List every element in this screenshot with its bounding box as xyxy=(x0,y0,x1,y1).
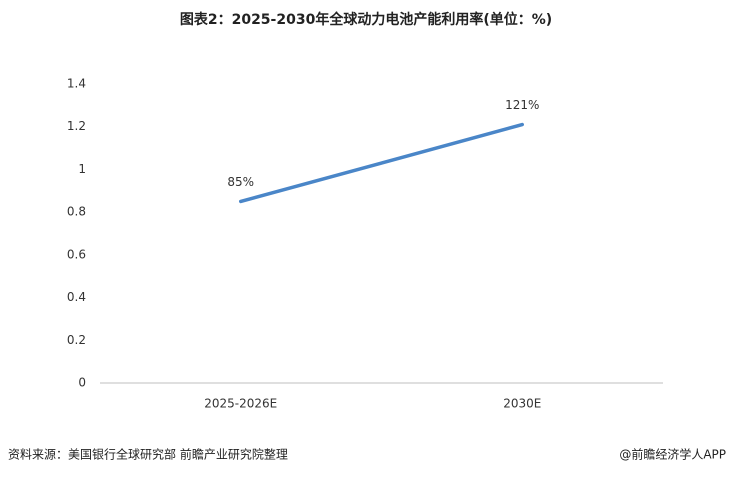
y-tick-label: 1 xyxy=(78,162,86,176)
y-tick-label: 1.4 xyxy=(67,77,86,91)
credit: @前瞻经济学人APP xyxy=(619,447,726,462)
y-tick-label: 0 xyxy=(78,376,86,390)
y-tick-label: 0.6 xyxy=(67,247,86,261)
y-tick-label: 0.4 xyxy=(67,290,86,304)
y-tick-label: 0.8 xyxy=(67,205,86,219)
x-tick-label: 2025-2026E xyxy=(204,397,277,411)
y-tick-label: 1.2 xyxy=(67,119,86,133)
line-series xyxy=(239,122,524,204)
x-tick-label: 2030E xyxy=(503,397,541,411)
source-note: 资料来源：美国银行全球研究部 前瞻产业研究院整理 xyxy=(8,447,288,462)
chart-title: 图表2：2025-2030年全球动力电池产能利用率(单位：%) xyxy=(180,11,552,28)
data-label: 85% xyxy=(227,175,254,189)
data-label: 121% xyxy=(505,98,539,112)
y-tick-label: 0.2 xyxy=(67,333,86,347)
